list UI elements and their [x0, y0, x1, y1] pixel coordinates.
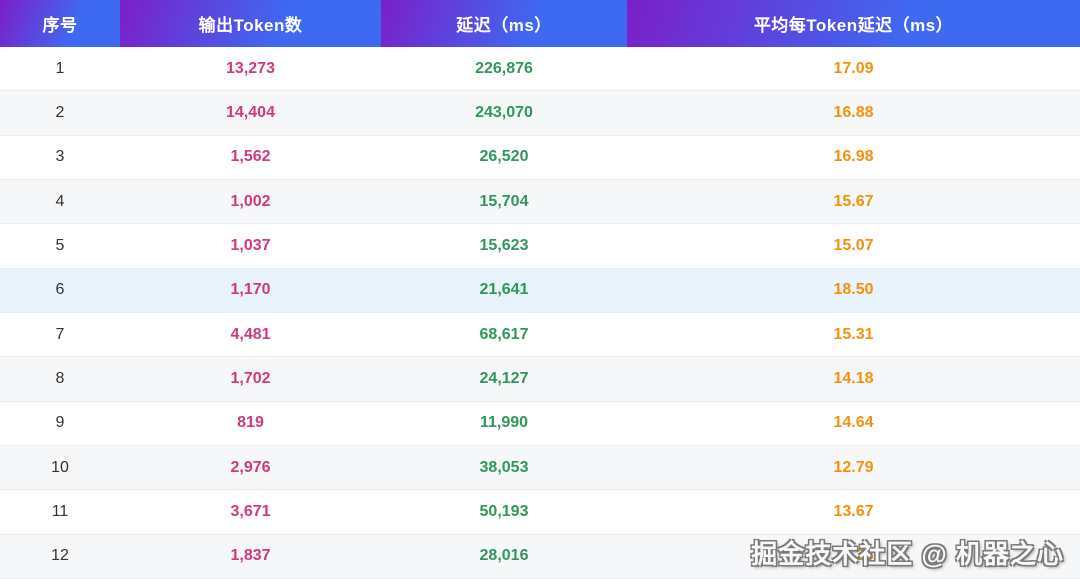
- index-cell: 12: [51, 547, 69, 565]
- latency-cell: 28,016: [479, 547, 529, 565]
- tokens-cell: 1,702: [230, 369, 271, 387]
- index-cell: 8: [55, 369, 65, 387]
- index-cell: 1: [55, 59, 65, 77]
- tokens-cell: 1,037: [230, 236, 271, 254]
- tokens-cell: 1,002: [230, 192, 271, 210]
- per-token-cell: 18.50: [833, 281, 874, 299]
- table-row[interactable]: 12 1,837 28,016 15.25: [0, 534, 1080, 579]
- latency-cell: 226,876: [475, 59, 533, 77]
- column-header-tokens: 输出Token数: [120, 0, 381, 47]
- tokens-cell: 2,976: [230, 458, 271, 476]
- tokens-cell: 14,404: [226, 103, 275, 121]
- table-row[interactable]: 5 1,037 15,623 15.07: [0, 224, 1080, 269]
- index-cell: 4: [55, 192, 65, 210]
- tokens-cell: 1,837: [230, 547, 271, 565]
- latency-cell: 243,070: [475, 103, 533, 121]
- index-cell: 3: [55, 148, 65, 166]
- tokens-cell: 3,671: [230, 502, 271, 520]
- column-header-per-token: 平均每Token延迟（ms）: [627, 0, 1080, 47]
- per-token-cell: 15.67: [833, 192, 874, 210]
- table-row[interactable]: 4 1,002 15,704 15.67: [0, 179, 1080, 225]
- table-header-row: 序号 输出Token数 延迟（ms） 平均每Token延迟（ms）: [0, 0, 1080, 47]
- tokens-cell: 819: [237, 414, 264, 432]
- index-cell: 9: [55, 414, 65, 432]
- latency-cell: 11,990: [479, 414, 529, 432]
- per-token-cell: 16.88: [833, 103, 874, 121]
- latency-cell: 38,053: [479, 458, 529, 476]
- table-body: 1 13,273 226,876 17.09 2 14,404 243,070 …: [0, 47, 1080, 579]
- tokens-cell: 1,562: [230, 148, 271, 166]
- per-token-cell: 15.07: [833, 236, 874, 254]
- index-cell: 11: [51, 502, 69, 520]
- per-token-cell: 16.98: [833, 148, 874, 166]
- per-token-cell: 13.67: [833, 502, 874, 520]
- index-cell: 5: [55, 236, 65, 254]
- table-row[interactable]: 11 3,671 50,193 13.67: [0, 490, 1080, 535]
- index-cell: 10: [51, 458, 69, 476]
- latency-cell: 26,520: [479, 148, 529, 166]
- tokens-cell: 4,481: [230, 325, 271, 343]
- per-token-cell: 17.09: [833, 59, 874, 77]
- tokens-cell: 13,273: [226, 59, 275, 77]
- index-cell: 7: [55, 325, 65, 343]
- column-header-index: 序号: [0, 0, 120, 47]
- latency-cell: 50,193: [479, 502, 529, 520]
- table-row[interactable]: 9 819 11,990 14.64: [0, 401, 1080, 446]
- latency-cell: 68,617: [479, 325, 529, 343]
- index-cell: 6: [55, 281, 65, 299]
- tokens-cell: 1,170: [230, 281, 271, 299]
- per-token-cell: 15.31: [833, 325, 874, 343]
- table-row[interactable]: 3 1,562 26,520 16.98: [0, 135, 1080, 180]
- latency-cell: 24,127: [479, 369, 529, 387]
- latency-cell: 21,641: [479, 281, 529, 299]
- table-row[interactable]: 7 4,481 68,617 15.31: [0, 312, 1080, 358]
- latency-cell: 15,704: [479, 192, 529, 210]
- table-row[interactable]: 6 1,170 21,641 18.50: [0, 268, 1080, 313]
- table-row[interactable]: 1 13,273 226,876 17.09: [0, 47, 1080, 92]
- per-token-cell: 14.18: [833, 369, 874, 387]
- index-cell: 2: [55, 103, 65, 121]
- table-row[interactable]: 8 1,702 24,127 14.18: [0, 357, 1080, 402]
- column-header-latency: 延迟（ms）: [381, 0, 627, 47]
- latency-cell: 15,623: [479, 236, 529, 254]
- per-token-cell: 14.64: [833, 414, 874, 432]
- per-token-cell: 15.25: [833, 547, 874, 565]
- table-row[interactable]: 10 2,976 38,053 12.79: [0, 445, 1080, 491]
- per-token-cell: 12.79: [833, 458, 874, 476]
- table-row[interactable]: 2 14,404 243,070 16.88: [0, 91, 1080, 136]
